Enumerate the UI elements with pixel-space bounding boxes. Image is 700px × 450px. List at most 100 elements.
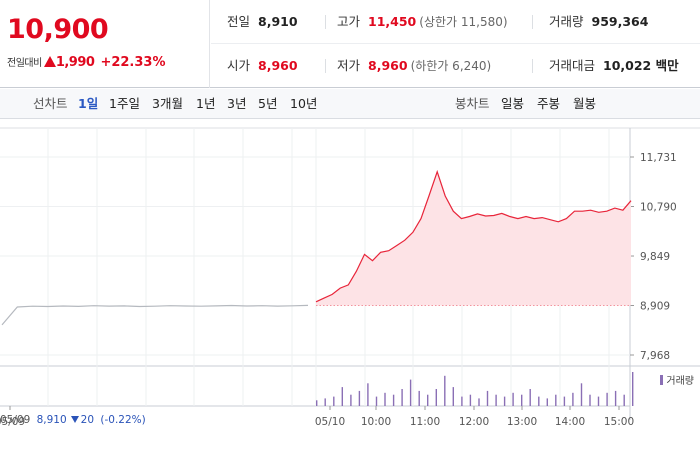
prev-day-line bbox=[1, 304, 309, 326]
volume-bar bbox=[358, 390, 361, 406]
volume-bar bbox=[427, 394, 429, 406]
price-box: 10,900 전일대비 1,990 +22.33% bbox=[0, 0, 210, 88]
stat-sub: (상한가 11,580) bbox=[419, 15, 508, 29]
volume-bar bbox=[563, 396, 566, 406]
current-price: 10,900 bbox=[7, 14, 109, 45]
volume-bar bbox=[324, 398, 326, 406]
y-tick-label: 9,849 bbox=[640, 251, 670, 263]
volume-legend-label: 거래량 bbox=[666, 376, 694, 387]
candle-chart-label: 봉차트 bbox=[455, 96, 490, 111]
range-3m-button[interactable]: 3개월 bbox=[152, 96, 183, 111]
volume-bar bbox=[597, 396, 600, 406]
stat-sub: (하한가 6,240) bbox=[410, 59, 492, 73]
candle-daily-button[interactable]: 일봉 bbox=[501, 96, 525, 111]
up-arrow-icon bbox=[43, 56, 56, 67]
volume-bar bbox=[409, 379, 412, 406]
x-tick-label: 15:00 bbox=[604, 416, 634, 428]
stat-value: 8,910 bbox=[258, 14, 298, 29]
chart-canvas: 11,731 10,790 9,849 8,909 7,968 05/09 05/10 10:… bbox=[0, 127, 700, 428]
chart-toolbar: 선차트 1일 1주일 3개월 1년 3년 5년 10년 봉차트 일봉 주봉 월봉 bbox=[0, 89, 700, 119]
prev-day-info: 05/09 8,910 20 (-0.22%) bbox=[0, 414, 146, 430]
volume-bar bbox=[461, 396, 463, 406]
candle-weekly-button[interactable]: 주봉 bbox=[537, 96, 561, 111]
stat-value: 8,960 bbox=[368, 58, 408, 73]
volume-bar bbox=[375, 396, 378, 406]
volume-bar bbox=[469, 394, 472, 406]
stats-row-2: 시가 8,960 저가 8,960 (하한가 6,240) 거래대금 10,022 백만 bbox=[211, 44, 700, 88]
volume-bar bbox=[486, 390, 489, 406]
volume-bar bbox=[503, 396, 506, 406]
volume-bar bbox=[546, 398, 548, 406]
volume-bar bbox=[632, 372, 634, 406]
x-tick-label: 12:00 bbox=[459, 416, 489, 428]
x-tick-label: 05/09 bbox=[0, 416, 25, 428]
y-tick-label: 7,968 bbox=[640, 350, 670, 362]
stat-value: 8,960 bbox=[258, 58, 298, 73]
stats-panel: 전일 8,910 고가 11,450 (상한가 11,580) 거래량 959,364 … bbox=[211, 0, 700, 88]
volume-bar bbox=[341, 387, 343, 406]
range-1w-button[interactable]: 1주일 bbox=[109, 96, 140, 111]
stat-label: 거래량 bbox=[549, 14, 584, 29]
volume-bar bbox=[529, 389, 531, 406]
candle-monthly-button[interactable]: 월봉 bbox=[573, 96, 597, 111]
volume-bar bbox=[401, 389, 403, 406]
change-line: 전일대비 1,990 +22.33% bbox=[7, 54, 165, 70]
stat-label: 저가 bbox=[337, 58, 361, 73]
price-chart: 11,731 10,790 9,849 8,909 7,968 05/09 05/10 10:… bbox=[0, 120, 700, 450]
stats-row-1: 전일 8,910 고가 11,450 (상한가 11,580) 거래량 959,364 bbox=[211, 0, 700, 44]
divider bbox=[325, 59, 326, 73]
prev-day-date: 05/09 bbox=[0, 414, 31, 426]
y-tick-label: 8,909 bbox=[640, 300, 670, 312]
volume-bar bbox=[350, 394, 352, 406]
volume-bar bbox=[392, 394, 395, 406]
volume-bar bbox=[495, 394, 497, 406]
stat-value: 11,450 bbox=[368, 14, 417, 29]
volume-bar bbox=[333, 396, 335, 406]
x-tick-label: 05/10 bbox=[315, 416, 345, 428]
stat-value: 959,364 bbox=[591, 14, 649, 29]
x-tick-label: 10:00 bbox=[361, 416, 391, 428]
volume-bar bbox=[512, 392, 514, 406]
volume-bar bbox=[435, 389, 437, 406]
range-10y-button[interactable]: 10년 bbox=[290, 96, 318, 111]
range-1y-button[interactable]: 1년 bbox=[196, 96, 216, 111]
x-tick-label: 13:00 bbox=[507, 416, 537, 428]
volume-bar bbox=[623, 394, 625, 406]
divider bbox=[532, 59, 533, 73]
volume-bar bbox=[367, 383, 369, 406]
stat-label: 시가 bbox=[227, 58, 251, 73]
range-5y-button[interactable]: 5년 bbox=[258, 96, 278, 111]
prev-day-close: 8,910 bbox=[36, 414, 67, 426]
down-arrow-icon bbox=[70, 416, 79, 423]
stat-prev-close: 전일 8,910 bbox=[227, 0, 298, 44]
stat-high: 고가 11,450 (상한가 11,580) bbox=[337, 0, 508, 44]
quote-header: 10,900 전일대비 1,990 +22.33% 전일 8,910 고가 11,450… bbox=[0, 0, 700, 88]
prev-day-change: 20 bbox=[80, 414, 95, 426]
divider bbox=[325, 15, 326, 29]
volume-legend: 거래량 bbox=[660, 372, 694, 387]
range-3y-button[interactable]: 3년 bbox=[227, 96, 247, 111]
y-tick-label: 11,731 bbox=[640, 152, 677, 164]
x-tick-label: 11:00 bbox=[410, 416, 440, 428]
volume-bar bbox=[614, 390, 617, 406]
volume-bar bbox=[452, 387, 454, 406]
volume-bar bbox=[444, 375, 446, 406]
volume-bar bbox=[606, 392, 608, 406]
stat-low: 저가 8,960 (하한가 6,240) bbox=[337, 44, 491, 88]
divider bbox=[532, 15, 533, 29]
range-1d-button[interactable]: 1일 bbox=[78, 96, 99, 111]
y-tick-label: 10,790 bbox=[640, 202, 677, 214]
volume-bar bbox=[580, 383, 583, 406]
stat-amount: 거래대금 10,022 백만 bbox=[549, 44, 679, 88]
stat-label: 거래대금 bbox=[549, 58, 596, 73]
volume-bar bbox=[478, 398, 480, 406]
stat-volume: 거래량 959,364 bbox=[549, 0, 648, 44]
volume-bar bbox=[418, 390, 420, 406]
line-chart-label: 선차트 bbox=[33, 96, 68, 111]
price-line bbox=[315, 169, 632, 303]
volume-bar bbox=[555, 394, 557, 406]
prev-day-change-percent: (-0.22%) bbox=[100, 414, 146, 426]
volume-bar bbox=[572, 392, 574, 406]
volume-swatch bbox=[660, 375, 664, 385]
